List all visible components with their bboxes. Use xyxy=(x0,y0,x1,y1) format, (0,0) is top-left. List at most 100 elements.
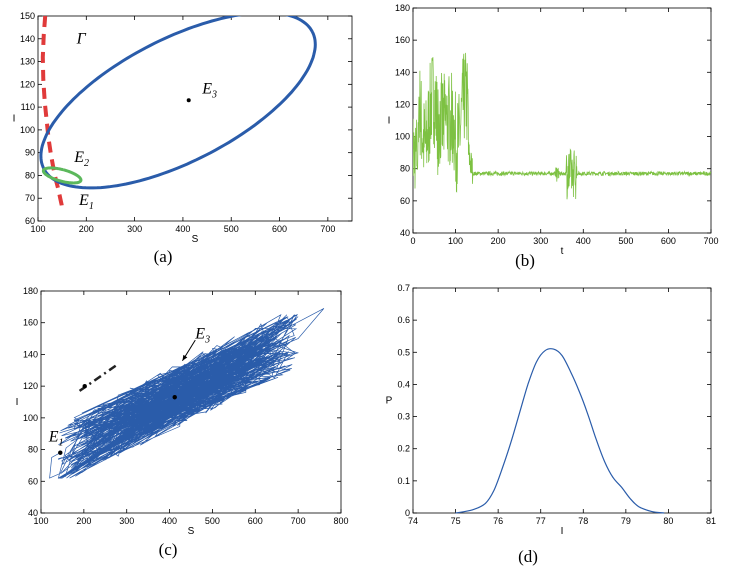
panel-c: 100 200 300 400 500 600 700 800 40 60 80 100 120 140 1… xyxy=(16,286,349,559)
y-tick-label: 0.6 xyxy=(397,315,410,325)
y-tick-label: 80 xyxy=(400,164,410,174)
x-tick-label: 600 xyxy=(661,236,676,246)
arrow-head xyxy=(182,354,188,361)
x-tick-label: 200 xyxy=(76,516,91,526)
y-tick-label: 60 xyxy=(28,476,38,486)
x-tick-label: 300 xyxy=(127,224,142,234)
x-tick-label: 200 xyxy=(79,224,94,234)
x-tick-label: 78 xyxy=(578,516,588,526)
panel-d: 74 75 76 77 78 79 80 81 0 0.1 0.2 0.3 0.4 0.5 0.6 0.7 I P… xyxy=(386,283,716,566)
plot-frame-d xyxy=(412,287,712,514)
x-tick-label: 500 xyxy=(205,516,220,526)
y-tick-label: 80 xyxy=(25,170,35,180)
plot-frame-c xyxy=(40,290,342,514)
x-tick-label: 800 xyxy=(333,516,348,526)
y-tick-label: 150 xyxy=(20,11,35,21)
x-axis-label: t xyxy=(561,246,564,257)
x-tick-label: 100 xyxy=(30,224,45,234)
x-tick-label: 76 xyxy=(493,516,503,526)
y-tick-label: 60 xyxy=(400,196,410,206)
annotation-label: E3 xyxy=(194,326,210,346)
y-tick-label: 180 xyxy=(395,3,410,13)
equilibrium-point xyxy=(82,383,87,389)
plot-area-b xyxy=(413,52,711,200)
y-tick-label: 110 xyxy=(21,102,35,112)
panel-caption: (d) xyxy=(518,547,538,566)
y-tick-label: 140 xyxy=(20,34,35,44)
equilibrium-point xyxy=(172,395,177,400)
equilibrium-point xyxy=(186,98,191,103)
green-limit-cycle xyxy=(41,166,83,185)
x-tick-label: 700 xyxy=(291,516,306,526)
plot-area-a xyxy=(39,16,317,213)
y-tick-label: 70 xyxy=(25,193,35,203)
x-tick-label: 400 xyxy=(175,224,190,234)
y-tick-label: 160 xyxy=(395,35,410,45)
x-tick-label: 75 xyxy=(451,516,461,526)
x-tick-label: 600 xyxy=(248,516,263,526)
x-tick-label: 79 xyxy=(621,516,631,526)
y-tick-label: 100 xyxy=(20,125,35,135)
x-tick-label: 500 xyxy=(224,224,239,234)
y-tick-label: 40 xyxy=(28,508,38,518)
y-axis-label: I xyxy=(388,116,391,127)
x-tick-label: 400 xyxy=(576,236,591,246)
plot-frame-a xyxy=(37,15,353,222)
x-tick-label: 77 xyxy=(536,516,546,526)
annotation-label: E1 xyxy=(48,429,64,449)
annotation-label: E2 xyxy=(73,149,89,169)
y-axis-label: P xyxy=(386,396,393,407)
x-tick-label: 300 xyxy=(119,516,134,526)
time-series-line xyxy=(413,52,711,200)
y-tick-label: 120 xyxy=(23,381,38,391)
x-tick-label: 0 xyxy=(410,236,415,246)
annotation-label: E3 xyxy=(201,80,217,100)
x-axis-label: S xyxy=(188,526,195,537)
panel-caption: (c) xyxy=(159,540,178,559)
y-tick-label: 180 xyxy=(23,286,38,296)
x-tick-label: 600 xyxy=(272,224,287,234)
y-tick-label: 120 xyxy=(20,79,35,89)
annotation-label: E1 xyxy=(78,192,94,212)
y-axis-label: I xyxy=(16,397,19,408)
y-tick-label: 80 xyxy=(28,445,38,455)
y-tick-label: 130 xyxy=(20,57,35,67)
y-tick-label: 0.3 xyxy=(397,412,410,422)
gamma-dashed-curve xyxy=(40,16,65,213)
x-tick-label: 80 xyxy=(663,516,673,526)
annotation-label: Γ xyxy=(76,30,87,47)
plot-area-c xyxy=(49,308,325,479)
x-tick-label: 400 xyxy=(162,516,177,526)
panel-caption: (a) xyxy=(154,247,173,266)
y-axis-label: I xyxy=(13,114,16,125)
y-tick-label: 90 xyxy=(25,148,35,158)
equilibrium-point xyxy=(58,450,63,455)
y-tick-label: 0.7 xyxy=(397,283,410,293)
panel-caption: (b) xyxy=(515,251,535,270)
y-tick-label: 100 xyxy=(23,413,38,423)
trajectory-line xyxy=(49,308,325,479)
panel-b: 0 100 200 300 400 500 600 700 40 60 80 100 120 140 160… xyxy=(388,3,719,270)
x-tick-label: 700 xyxy=(320,224,335,234)
y-tick-label: 160 xyxy=(23,318,38,328)
y-tick-label: 140 xyxy=(395,67,410,77)
panel-a: 100 200 300 400 500 600 700 60 70 80 90 100 110 120 13… xyxy=(13,11,353,266)
x-tick-label: 500 xyxy=(618,236,633,246)
y-tick-label: 60 xyxy=(25,216,35,226)
x-tick-label: 300 xyxy=(533,236,548,246)
y-tick-label: 0.4 xyxy=(397,379,410,389)
y-tick-label: 0 xyxy=(405,508,410,518)
x-tick-label: 100 xyxy=(448,236,463,246)
x-tick-label: 100 xyxy=(33,516,48,526)
x-tick-label: 81 xyxy=(706,516,716,526)
y-tick-label: 140 xyxy=(23,349,38,359)
x-tick-label: 700 xyxy=(703,236,718,246)
x-tick-label: 200 xyxy=(491,236,506,246)
y-tick-label: 0.5 xyxy=(397,347,410,357)
y-tick-label: 40 xyxy=(400,228,410,238)
y-tick-label: 0.1 xyxy=(397,476,410,486)
y-tick-label: 0.2 xyxy=(397,444,410,454)
y-tick-label: 100 xyxy=(395,132,410,142)
x-axis-label: S xyxy=(192,234,199,245)
